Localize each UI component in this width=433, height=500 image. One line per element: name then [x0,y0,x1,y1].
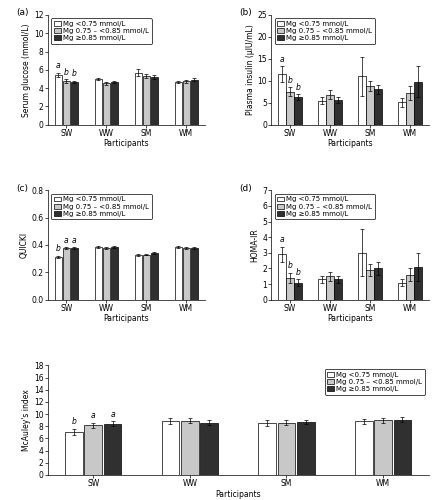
Text: (a): (a) [16,8,29,18]
Bar [142,254,150,300]
Y-axis label: Plasma insulin (μIU/mL): Plasma insulin (μIU/mL) [246,24,255,115]
Text: b: b [288,76,292,84]
Legend: Mg <0.75 mmol/L, Mg 0.75 – <0.85 mmol/L, Mg ≥0.85 mmol/L: Mg <0.75 mmol/L, Mg 0.75 – <0.85 mmol/L,… [275,18,375,44]
Legend: Mg <0.75 mmol/L, Mg 0.75 – <0.85 mmol/L, Mg ≥0.85 mmol/L: Mg <0.75 mmol/L, Mg 0.75 – <0.85 mmol/L,… [51,194,152,220]
Bar [374,90,381,124]
Bar [358,253,365,300]
Y-axis label: Serum glucose (mmol/L): Serum glucose (mmol/L) [22,23,31,116]
Bar [398,282,406,300]
X-axis label: Participants: Participants [327,139,373,148]
Bar [135,72,142,124]
Bar [294,282,302,300]
Bar [111,247,118,300]
Bar [111,82,118,124]
Bar [297,422,315,475]
Text: b: b [296,82,301,92]
Bar [394,420,411,475]
Bar [174,247,182,300]
Bar [191,80,198,124]
Bar [63,248,70,300]
Bar [406,93,414,124]
Bar [334,280,342,300]
Text: (b): (b) [240,8,252,18]
Bar [183,81,190,124]
Bar [318,101,326,124]
Bar [191,248,198,300]
Bar [366,86,374,124]
Bar [71,248,78,300]
Bar [55,75,62,124]
Legend: Mg <0.75 mmol/L, Mg 0.75 – <0.85 mmol/L, Mg ≥0.85 mmol/L: Mg <0.75 mmol/L, Mg 0.75 – <0.85 mmol/L,… [275,194,375,220]
Y-axis label: HOMA-IR: HOMA-IR [250,228,259,262]
Bar [278,422,295,475]
Bar [355,422,373,475]
Bar [142,76,150,124]
Text: b: b [72,69,77,78]
Text: a: a [280,54,284,64]
Bar [278,74,286,124]
Text: a: a [110,410,115,418]
Bar [326,276,334,300]
Bar [103,424,121,475]
Bar [174,82,182,124]
Bar [374,420,392,475]
Text: b: b [296,268,301,276]
Text: b: b [71,417,76,426]
Bar [84,425,102,475]
Bar [151,77,158,124]
Bar [414,267,421,300]
Bar [95,79,102,124]
Bar [414,82,421,124]
Bar [103,84,110,124]
Bar [183,248,190,300]
Text: (d): (d) [240,184,252,192]
Bar [326,94,334,124]
Bar [318,280,326,300]
X-axis label: Participants: Participants [103,139,149,148]
Bar [258,424,276,475]
Bar [151,253,158,300]
Bar [63,81,70,124]
Bar [294,98,302,124]
Bar [366,270,374,300]
Bar [374,268,381,300]
Text: a: a [64,236,69,244]
Bar [200,422,218,475]
Bar [65,432,83,475]
X-axis label: Participants: Participants [327,314,373,324]
Legend: Mg <0.75 mmol/L, Mg 0.75 – <0.85 mmol/L, Mg ≥0.85 mmol/L: Mg <0.75 mmol/L, Mg 0.75 – <0.85 mmol/L,… [325,369,425,394]
Bar [95,247,102,300]
Bar [181,421,199,475]
Bar [71,82,78,124]
Bar [334,100,342,124]
Bar [103,248,110,300]
Text: b: b [64,68,69,76]
Text: a: a [91,411,96,420]
Text: a: a [72,236,77,244]
Bar [278,254,286,300]
X-axis label: Participants: Participants [103,314,149,324]
Text: (c): (c) [16,184,28,192]
Text: b: b [288,262,292,270]
X-axis label: Participants: Participants [215,490,261,498]
Bar [406,274,414,300]
Y-axis label: McAuley's index: McAuley's index [22,390,31,451]
Text: b: b [56,244,61,253]
Y-axis label: QUICKI: QUICKI [19,232,29,258]
Text: a: a [56,61,61,70]
Text: a: a [280,235,284,244]
Bar [398,102,406,124]
Legend: Mg <0.75 mmol/L, Mg 0.75 – <0.85 mmol/L, Mg ≥0.85 mmol/L: Mg <0.75 mmol/L, Mg 0.75 – <0.85 mmol/L,… [51,18,152,44]
Bar [162,422,179,475]
Bar [286,278,294,300]
Bar [55,256,62,300]
Bar [358,76,365,124]
Bar [135,256,142,300]
Bar [286,92,294,124]
